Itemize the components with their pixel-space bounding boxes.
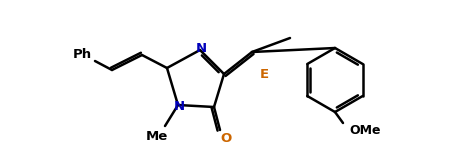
Text: Me: Me bbox=[146, 130, 168, 143]
Text: N: N bbox=[173, 100, 184, 113]
Text: E: E bbox=[260, 68, 269, 81]
Text: OMe: OMe bbox=[349, 124, 381, 136]
Text: O: O bbox=[220, 132, 231, 144]
Text: N: N bbox=[195, 43, 207, 56]
Text: Ph: Ph bbox=[72, 49, 92, 62]
